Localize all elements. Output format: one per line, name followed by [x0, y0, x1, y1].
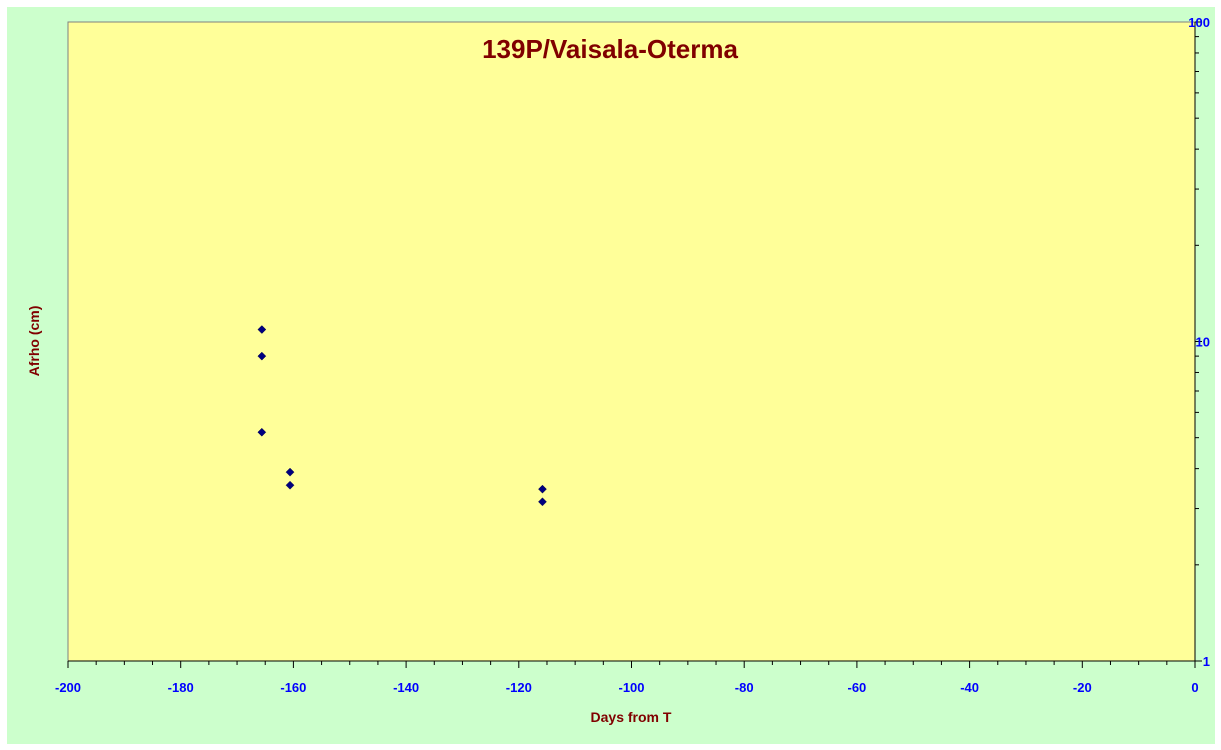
y-axis: 1 10 100 [1188, 15, 1210, 669]
x-tick-label: -200 [55, 680, 81, 695]
data-point [257, 427, 267, 437]
x-axis: -200 -180 -160 -140 -120 -100 -80 -60 -40 -20 0 [55, 660, 1199, 695]
data-point [285, 480, 295, 490]
x-tick-label: -40 [960, 680, 979, 695]
x-tick-label: -120 [506, 680, 532, 695]
x-tick-label: -20 [1073, 680, 1092, 695]
data-point [538, 484, 547, 494]
y-tick-label: 100 [1188, 15, 1210, 30]
x-tick-label: -140 [393, 680, 419, 695]
data-point [257, 325, 267, 334]
x-tick-label: -100 [618, 680, 644, 695]
data-points [257, 325, 547, 507]
plot-area [67, 21, 1196, 662]
chart-title: 139P/Vaisala-Oterma [482, 34, 738, 64]
data-point [538, 497, 547, 507]
y-axis-title: Afrho (cm) [26, 306, 42, 377]
x-tick-label: 0 [1191, 680, 1198, 695]
data-point [285, 467, 295, 477]
y-tick-label: 1 [1203, 654, 1210, 669]
x-tick-label: -80 [735, 680, 754, 695]
x-tick-label: -160 [280, 680, 306, 695]
x-tick-label: -60 [848, 680, 867, 695]
x-axis-title: Days from T [591, 709, 672, 725]
data-point [257, 351, 267, 361]
y-tick-label: 10 [1196, 335, 1210, 350]
x-tick-label: -180 [168, 680, 194, 695]
